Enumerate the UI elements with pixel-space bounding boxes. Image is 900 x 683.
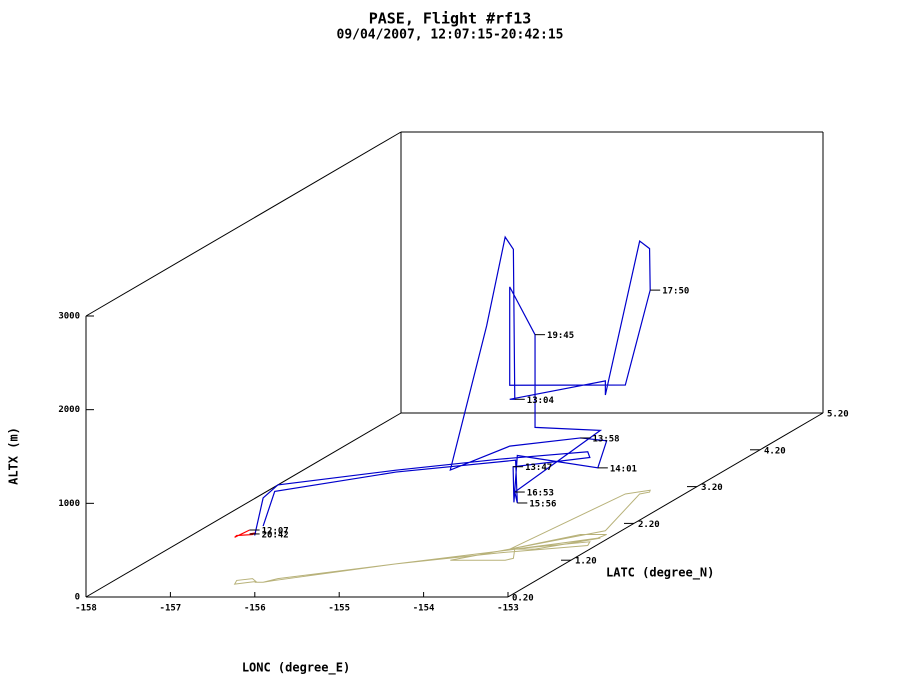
ground-shadow [233,578,258,585]
z-tick-label: 0 [75,593,80,603]
flight-track [254,235,651,536]
x-tick-label: -153 [497,604,519,614]
time-label: 19:45 [547,331,574,341]
time-label: 12:07 [262,527,289,537]
y-tick-label: 1.20 [575,557,597,567]
y-tick-label: 2.20 [638,520,660,530]
time-label: 15:56 [529,499,556,509]
y-tick-label: 3.20 [701,483,723,493]
x-tick-label: -154 [413,604,435,614]
x-tick-label: -158 [75,604,97,614]
z-tick-label: 1000 [58,499,80,509]
x-tick-label: -157 [160,604,182,614]
y-tick-label: 4.20 [764,446,786,456]
box-edge [85,412,402,598]
x-tick-label: -155 [328,604,350,614]
z-axis-label: ALTX (m) [7,427,21,485]
time-label: 16:53 [527,489,554,499]
time-label: 14:01 [610,464,637,474]
chart-subtitle: 09/04/2007, 12:07:15-20:42:15 [337,28,564,43]
time-label: 20:42 [262,530,289,540]
chart-title: PASE, Flight #rf13 [369,10,532,28]
box-edge [85,131,402,317]
z-tick-label: 2000 [58,405,80,415]
y-tick-label: 5.20 [827,410,849,420]
y-axis-label: LATC (degree_N) [606,566,714,581]
ground-shadow [254,489,651,583]
y-tick-label: 0.20 [512,594,534,604]
x-axis-label: LONC (degree_E) [242,661,350,676]
time-label: 13:58 [592,434,619,444]
time-label: 13:47 [525,463,552,473]
y-axis-line [507,412,824,598]
z-tick-label: 3000 [58,312,80,322]
time-label: 13:04 [527,396,555,406]
time-label: 17:50 [662,287,689,297]
x-tick-label: -156 [244,604,266,614]
